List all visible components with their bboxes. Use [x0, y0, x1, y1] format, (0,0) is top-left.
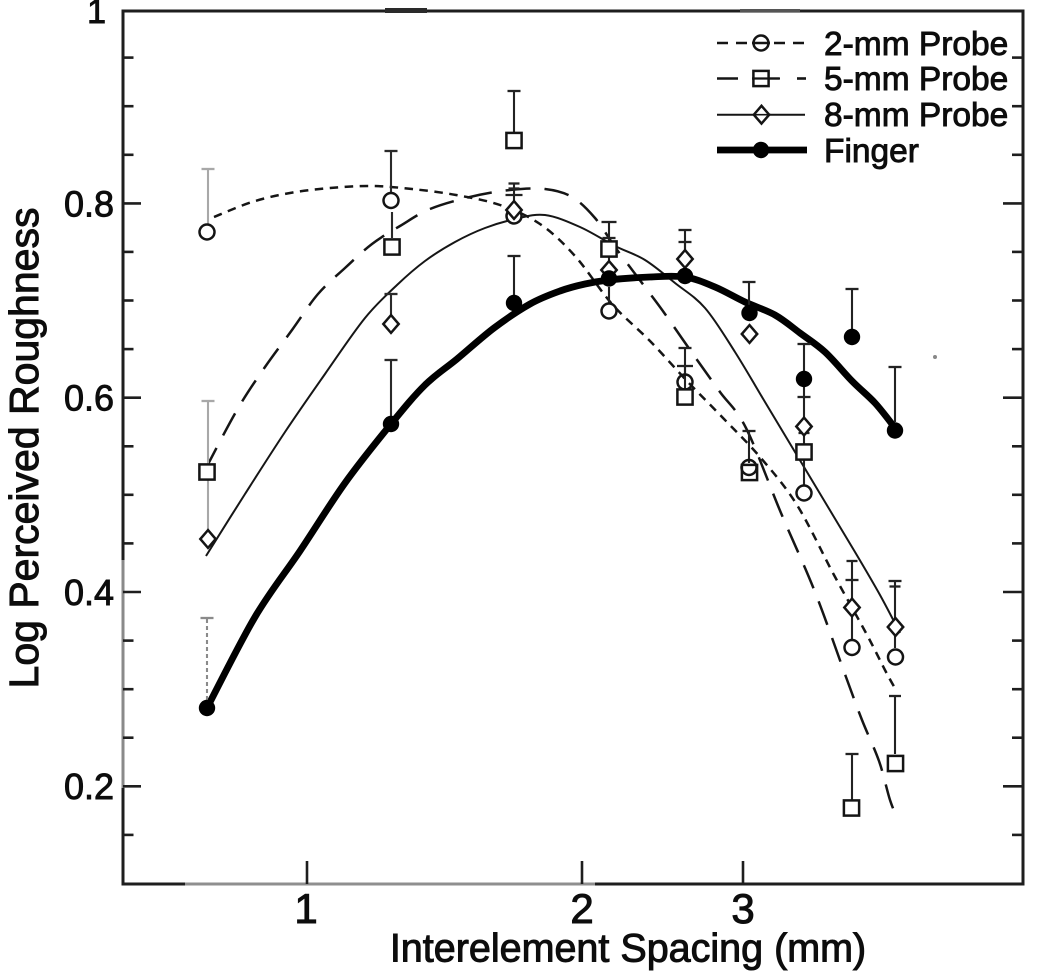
svg-text:8-mm Probe: 8-mm Probe: [824, 97, 1008, 134]
svg-text:1: 1: [87, 0, 106, 31]
svg-text:0.8: 0.8: [64, 183, 114, 224]
svg-text:5-mm Probe: 5-mm Probe: [824, 61, 1008, 98]
svg-text:3: 3: [731, 885, 754, 932]
svg-text:Finger: Finger: [824, 133, 919, 170]
svg-text:2-mm Probe: 2-mm Probe: [824, 26, 1008, 63]
svg-text:0.2: 0.2: [64, 766, 114, 807]
svg-text:0.6: 0.6: [64, 378, 114, 419]
svg-text:Interelement Spacing (mm): Interelement Spacing (mm): [390, 927, 866, 971]
svg-text:0.4: 0.4: [64, 572, 114, 613]
svg-text:2: 2: [570, 885, 593, 932]
svg-text:1: 1: [294, 885, 317, 932]
svg-text:Log Perceived Roughness: Log Perceived Roughness: [1, 208, 47, 689]
